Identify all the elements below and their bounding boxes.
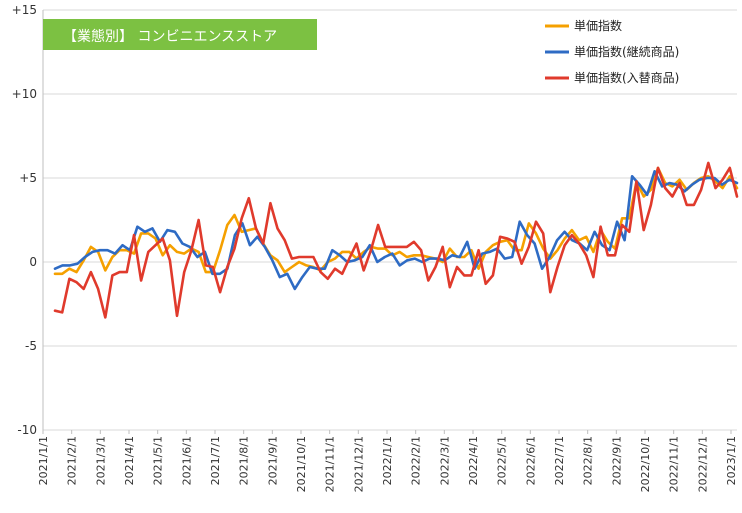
legend-label: 単価指数 [574, 18, 622, 33]
x-tick-label: 2022/1/1 [381, 436, 394, 485]
x-tick-label: 2021/11/1 [324, 436, 337, 492]
x-tick-label: 2022/8/1 [582, 436, 595, 485]
x-tick-label: 2022/9/1 [610, 436, 623, 485]
chart-title-background [43, 19, 317, 50]
x-tick-label: 2021/8/1 [238, 436, 251, 485]
legend-label: 単価指数(入替商品) [574, 70, 679, 85]
x-tick-label: 2022/3/1 [438, 436, 451, 485]
x-axis: 2021/1/1 2021/2/1 2021/3/1 2021/4/1 2021/5/1… [37, 430, 738, 492]
x-tick-label: 2021/3/1 [94, 436, 107, 485]
x-tick-label: 2022/11/1 [668, 436, 681, 492]
y-tick-label: +15 [12, 3, 37, 17]
x-tick-label: 2021/7/1 [209, 436, 222, 485]
x-tick-label: 2022/5/1 [496, 436, 509, 485]
series-line-2 [53, 170, 739, 291]
y-tick-label: +10 [12, 87, 37, 101]
chart-title-box: 【業態別】 コンビニエンスストア [43, 19, 317, 50]
y-tick-label: 0 [29, 255, 37, 269]
x-tick-label: 2021/6/1 [180, 436, 193, 485]
y-axis: -10 -5 0 +5 +10 +15 [12, 3, 44, 437]
y-tick-label: -5 [25, 339, 37, 353]
x-tick-label: 2022/4/1 [467, 436, 480, 485]
x-tick-label: 2022/10/1 [639, 436, 652, 492]
x-tick-label: 2022/7/1 [553, 436, 566, 485]
series-line-3 [53, 161, 739, 319]
x-tick-label: 2023/1/1 [725, 436, 738, 485]
x-tick-label: 2021/2/1 [66, 436, 79, 485]
x-tick-label: 2021/12/1 [352, 436, 365, 492]
y-tick-label: -10 [17, 423, 37, 437]
x-tick-label: 2021/1/1 [37, 436, 50, 485]
x-tick-label: 2022/2/1 [410, 436, 423, 485]
gridlines [43, 9, 737, 431]
y-tick-label: +5 [19, 171, 37, 185]
x-tick-label: 2022/12/1 [696, 436, 709, 492]
legend-label: 単価指数(継続商品) [574, 44, 679, 59]
x-tick-label: 2021/10/1 [295, 436, 308, 492]
series-line-1 [53, 166, 739, 276]
x-tick-label: 2022/6/1 [524, 436, 537, 485]
chart-title: 【業態別】 コンビニエンスストア [63, 29, 277, 45]
series-lines [53, 161, 739, 319]
x-tick-label: 2021/4/1 [123, 436, 136, 485]
x-tick-label: 2021/9/1 [266, 436, 279, 485]
x-tick-label: 2021/5/1 [152, 436, 165, 485]
